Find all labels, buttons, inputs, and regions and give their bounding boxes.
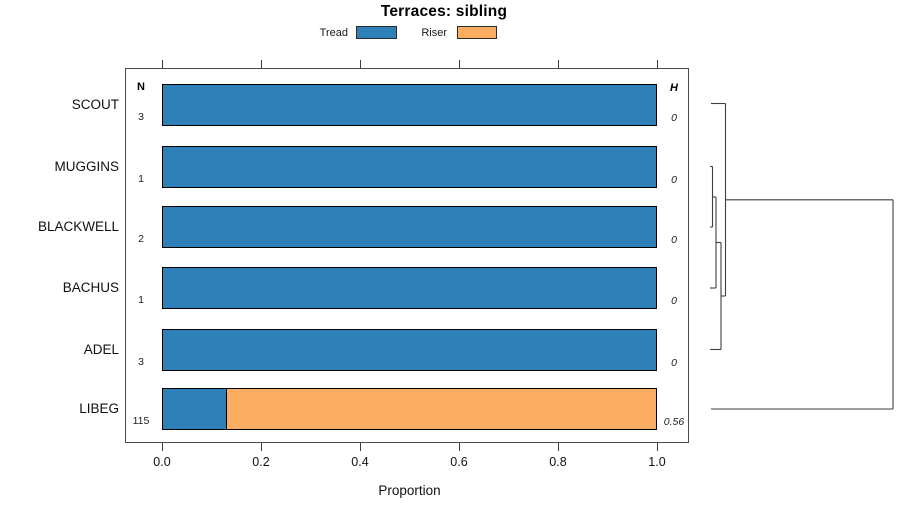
row-label: LIBEG — [79, 401, 119, 416]
n-value: 1 — [138, 294, 144, 306]
x-axis-top-tick — [162, 60, 163, 68]
legend-swatch-tread — [356, 26, 397, 39]
chart-title: Terraces: sibling — [380, 3, 508, 20]
x-axis-bottom-tick — [261, 443, 262, 451]
row-label: ADEL — [83, 341, 119, 357]
x-axis-top-tick — [657, 60, 658, 68]
x-axis-bottom-tick — [360, 443, 361, 451]
row-label: BLACKWELL — [37, 219, 119, 234]
x-axis-tick-label: 1.0 — [648, 455, 666, 469]
x-axis-top-tick — [558, 60, 559, 68]
h-value: 0 — [671, 234, 677, 246]
stacked-bar — [162, 145, 657, 188]
plot-area-border — [125, 68, 689, 443]
h-value: 0 — [671, 356, 677, 369]
x-axis-bottom-tick — [459, 443, 460, 451]
legend-label-riser: Riser — [421, 27, 447, 39]
stacked-bar — [162, 83, 657, 126]
x-axis-tick-label: 0.0 — [153, 455, 171, 469]
n-value: 115 — [132, 415, 150, 427]
x-axis-tick-label: 0.2 — [252, 455, 270, 469]
h-value: 0 — [671, 173, 677, 186]
stacked-bar — [162, 267, 657, 309]
n-column-header: N — [137, 81, 145, 93]
x-axis-tick-label: 0.6 — [450, 455, 468, 469]
n-value: 3 — [138, 355, 144, 368]
x-axis-tick-label: 0.4 — [351, 455, 369, 469]
n-value: 2 — [138, 233, 144, 245]
x-axis-bottom-tick — [162, 443, 163, 451]
row-label: MUGGINS — [54, 158, 119, 174]
bar-segment-tread — [163, 389, 228, 429]
row-label: BACHUS — [62, 280, 119, 295]
x-axis-top-tick — [459, 60, 460, 68]
h-column-header: H — [670, 82, 678, 94]
x-axis-tick-label: 0.8 — [549, 455, 567, 469]
x-axis-top-tick — [261, 60, 262, 68]
x-axis-bottom-tick — [657, 443, 658, 451]
stacked-bar — [162, 388, 657, 430]
legend-swatch-riser — [457, 26, 497, 39]
h-value: 0 — [671, 111, 677, 124]
legend-label-tread: Tread — [319, 27, 348, 39]
n-value: 3 — [138, 110, 144, 123]
x-axis-top-tick — [360, 60, 361, 68]
h-value: 0 — [671, 295, 677, 307]
row-label: SCOUT — [71, 96, 119, 112]
cluster-dendrogram — [710, 102, 894, 410]
stacked-bar — [162, 206, 657, 248]
n-value: 1 — [138, 172, 144, 185]
h-value: 0.56 — [663, 416, 685, 428]
x-axis-bottom-tick — [558, 443, 559, 451]
x-axis-label: Proportion — [378, 483, 441, 498]
stacked-bar — [162, 328, 657, 371]
